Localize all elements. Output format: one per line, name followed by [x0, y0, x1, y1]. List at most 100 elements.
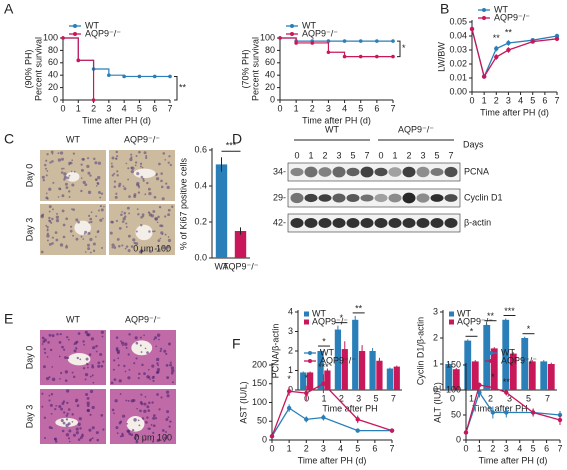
nucleus: [150, 424, 153, 426]
y-tick-label: 2: [288, 345, 293, 355]
nucleus: [116, 174, 119, 177]
x-tick-label: 5: [531, 443, 536, 453]
nucleus: [58, 404, 62, 409]
nucleus: [169, 361, 172, 364]
nucleus: [157, 364, 159, 367]
nucleus: [101, 335, 104, 338]
data-point: [481, 74, 487, 79]
nucleus: [156, 221, 159, 224]
micrograph: [40, 204, 106, 255]
band: [374, 193, 388, 203]
data-point: [504, 390, 509, 395]
nucleus: [125, 225, 128, 228]
nucleus: [155, 357, 160, 362]
annotation: *: [322, 336, 326, 346]
nucleus: [128, 432, 132, 436]
x-tick-label: 2: [488, 393, 493, 403]
nucleus: [100, 208, 104, 212]
band: [290, 218, 304, 228]
nucleus: [118, 182, 122, 186]
nucleus: [130, 153, 133, 156]
nucleus: [147, 211, 150, 214]
y-tick-label: 1: [288, 365, 293, 375]
annotation: ***: [226, 141, 237, 151]
survival-point: [375, 39, 379, 43]
y-axis-label: Percent survival: [33, 37, 43, 101]
nucleus: [45, 159, 48, 162]
band: [318, 218, 332, 228]
nucleus: [145, 156, 148, 159]
survival-point: [107, 73, 111, 77]
day-label: 7: [364, 150, 369, 160]
nucleus: [143, 372, 146, 376]
x-tick-label: 7: [390, 103, 395, 113]
x-tick-label: 3: [356, 393, 361, 403]
legend-label: AQP9⁻/⁻: [85, 28, 121, 38]
y-axis-label: AST (IU/L): [238, 381, 248, 423]
nucleus: [159, 237, 162, 240]
nucleus: [147, 368, 150, 371]
panel-label: B: [440, 1, 449, 17]
annotation: *: [491, 372, 495, 382]
nucleus: [42, 179, 46, 182]
nucleus: [84, 230, 88, 234]
nucleus: [166, 250, 168, 253]
nucleus: [49, 161, 52, 164]
y-tick-label: 150: [252, 378, 267, 388]
nucleus: [167, 161, 170, 164]
nucleus: [137, 419, 140, 422]
nucleus: [63, 178, 66, 181]
nucleus: [93, 157, 96, 161]
nucleus: [151, 364, 155, 368]
nucleus: [125, 222, 128, 225]
data-point: [286, 405, 292, 411]
x-tick-label: 2: [494, 95, 499, 105]
y-tick-label: 0: [456, 434, 461, 444]
legend-label: WT: [501, 347, 515, 357]
day-label: 7: [448, 150, 453, 160]
nucleus: [68, 440, 71, 443]
blot-strip: [287, 162, 461, 182]
panel-label: E: [4, 311, 13, 327]
nucleus: [144, 347, 147, 350]
series-line: [271, 382, 393, 437]
nucleus: [136, 172, 140, 176]
nucleus: [87, 247, 91, 251]
band: [290, 167, 304, 177]
annotation: ***: [318, 362, 329, 372]
vessel: [74, 220, 92, 235]
nucleus: [68, 429, 72, 433]
nucleus: [153, 230, 156, 233]
nucleus: [51, 236, 54, 239]
blot-strip: [287, 213, 461, 233]
data-point: [530, 410, 536, 415]
nucleus: [72, 208, 75, 212]
bar: [324, 370, 331, 390]
nucleus: [153, 338, 155, 341]
data-point: [355, 428, 360, 433]
nucleus: [147, 409, 151, 412]
nucleus: [89, 217, 93, 221]
x-tick-label: 4: [518, 95, 523, 105]
nucleus: [92, 249, 96, 252]
nucleus: [111, 408, 115, 412]
legend-label: WT: [457, 308, 471, 318]
x-tick-label: 0: [269, 443, 274, 453]
nucleus: [79, 427, 82, 430]
nucleus: [63, 348, 66, 351]
legend-label: WT: [312, 308, 326, 318]
nucleus: [80, 177, 83, 179]
nucleus: [158, 162, 161, 166]
nucleus: [122, 185, 125, 188]
vessel: [66, 171, 80, 182]
nucleus: [124, 247, 127, 250]
survival-point: [122, 74, 126, 79]
nucleus: [169, 163, 172, 167]
nucleus: [171, 205, 174, 208]
nucleus: [91, 405, 95, 410]
band: [290, 192, 304, 204]
x-axis-label: Time after PH (d): [82, 115, 151, 125]
nucleus: [100, 364, 104, 368]
nucleus: [113, 412, 115, 415]
nucleus: [54, 437, 58, 441]
